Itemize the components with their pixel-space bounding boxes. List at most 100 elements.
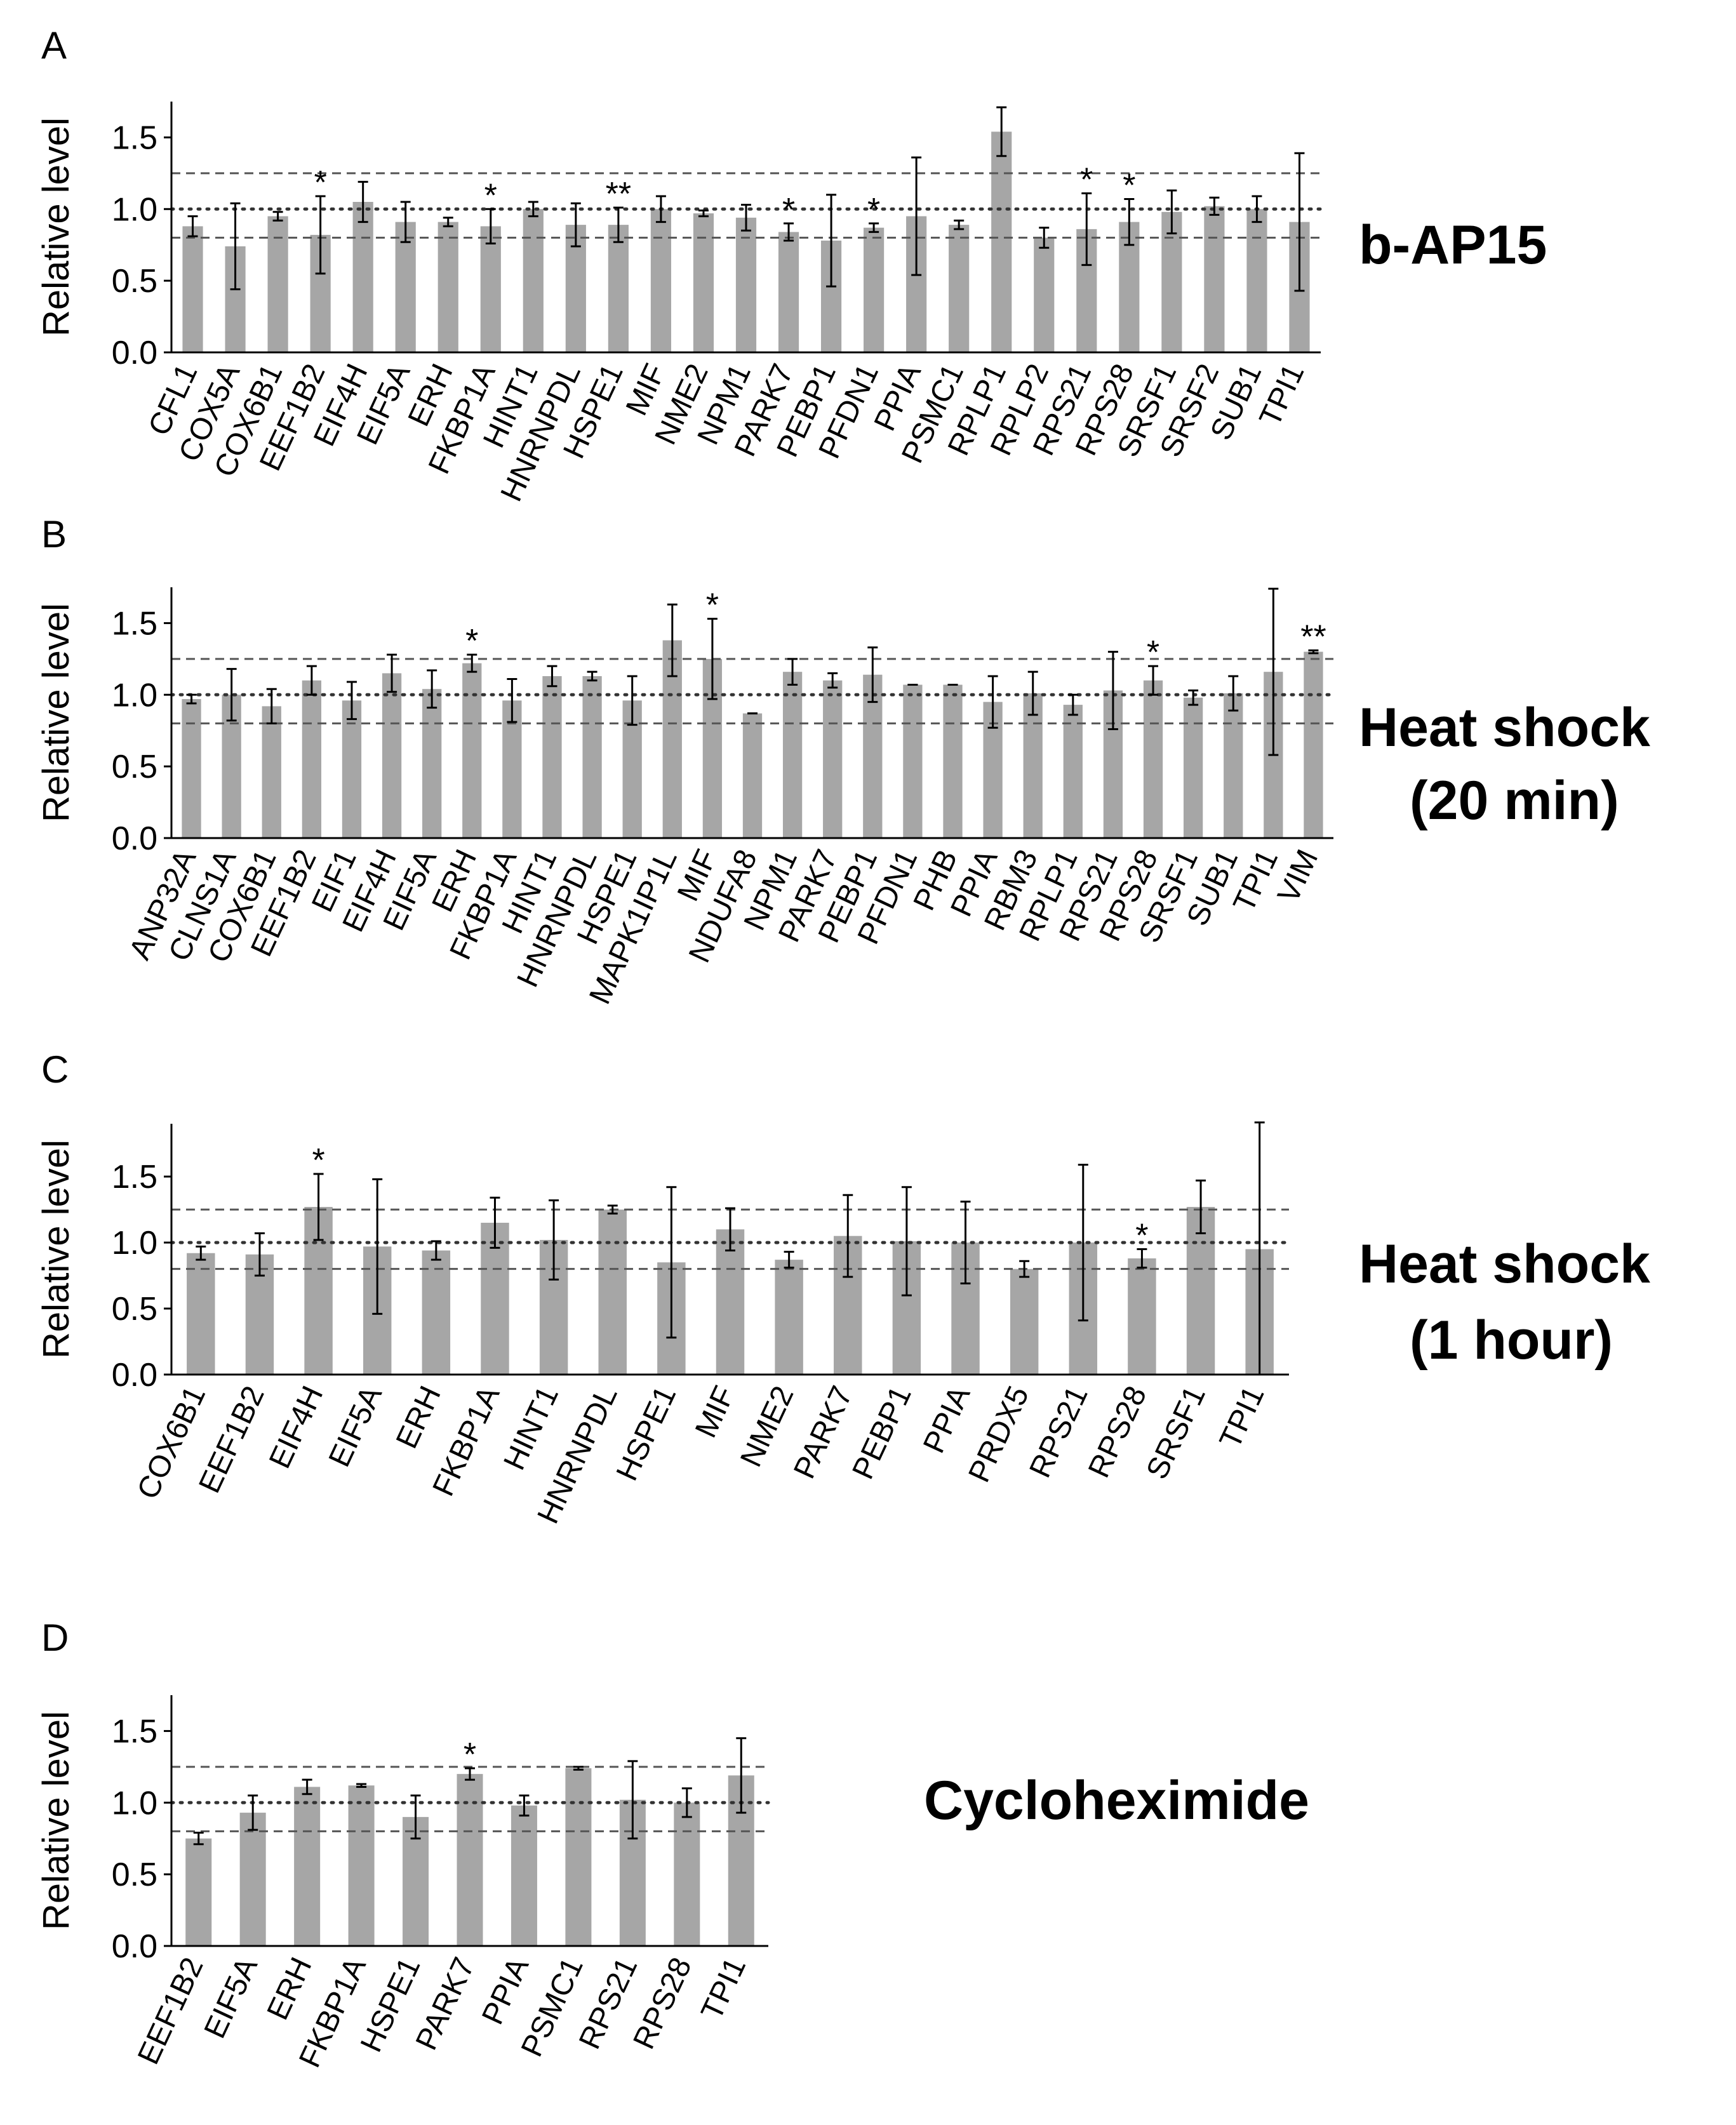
y-tick-label: 0.5 [112, 1291, 157, 1328]
condition-label: (1 hour) [1410, 1310, 1613, 1371]
y-tick-label: 0.0 [112, 335, 157, 371]
bar-NME2 [693, 213, 714, 352]
y-tick-label: 1.5 [112, 605, 157, 642]
significance-marker: ** [606, 176, 631, 213]
bar-RPS28 [1128, 1258, 1156, 1375]
bar-ERH [437, 222, 458, 352]
y-axis-label: Relative level [36, 603, 77, 822]
bar-VIM [1304, 651, 1323, 838]
bar-EIF5A [395, 222, 416, 352]
condition-label: Heat shock [1359, 1234, 1650, 1295]
condition-label: Heat shock [1359, 697, 1650, 758]
bar-EIF4H [352, 202, 373, 352]
condition-label: Cycloheximide [924, 1770, 1309, 1831]
significance-marker: * [314, 164, 327, 201]
significance-marker: * [782, 192, 795, 229]
category-label: EIF5A [323, 1381, 389, 1472]
bar-NPM1 [782, 672, 803, 838]
significance-marker: * [312, 1142, 324, 1179]
bar-HSPE1 [608, 225, 629, 352]
bar-PARK7 [823, 680, 843, 838]
category-label: TPI1 [1213, 1381, 1271, 1453]
bar-PPIA [511, 1805, 537, 1946]
bar-PHB [943, 684, 963, 838]
bar-EEF1B2 [302, 680, 322, 838]
y-tick-label: 1.0 [112, 191, 157, 228]
category-label: TPI1 [695, 1952, 752, 2025]
bar-HNRNPDL [598, 1209, 627, 1375]
bar-RPLP1 [991, 131, 1012, 352]
category-label: ERH [261, 1952, 319, 2025]
category-label: NME2 [734, 1381, 800, 1472]
bar-RPS28 [1143, 680, 1163, 838]
bar-EIF4H [382, 673, 402, 838]
bar-COX6B1 [187, 1253, 215, 1375]
bar-RPLP2 [1034, 237, 1055, 352]
bar-SRSF2 [1204, 206, 1225, 352]
bar-COX6B1 [262, 706, 281, 838]
category-label: EIF4H [263, 1381, 330, 1474]
y-tick-label: 0.5 [112, 263, 157, 300]
bar-EIF1 [342, 700, 362, 838]
panel-letter: C [41, 1048, 69, 1091]
significance-marker: * [1123, 167, 1135, 204]
bar-PRDX5 [1010, 1269, 1039, 1375]
y-tick-label: 1.0 [112, 1225, 157, 1262]
bar-PARK7 [778, 232, 799, 352]
category-label: EEF1B2 [131, 1952, 210, 2069]
category-label: MIF [689, 1381, 742, 1442]
bar-PFDN1 [864, 227, 885, 352]
bar-MIF [716, 1229, 745, 1375]
condition-label: (20 min) [1410, 770, 1619, 831]
panel-letter: A [41, 24, 67, 67]
y-axis-label: Relative level [36, 117, 77, 336]
bar-FKBP1A [480, 226, 501, 352]
panel-letter: D [41, 1616, 69, 1659]
significance-marker: * [465, 623, 478, 660]
bar-HNRNPDL [582, 676, 602, 838]
condition-label: b-AP15 [1359, 215, 1547, 276]
bar-PSMC1 [949, 225, 970, 352]
bar-SRSF1 [1183, 697, 1203, 838]
bar-SRSF1 [1186, 1206, 1215, 1375]
significance-marker: * [484, 177, 497, 214]
bar-ERH [294, 1787, 321, 1946]
bar-NDUFA8 [742, 713, 763, 838]
bar-SUB1 [1246, 209, 1267, 352]
significance-marker: * [1135, 1218, 1148, 1255]
bar-PARK7 [457, 1774, 483, 1946]
bar-NME2 [775, 1260, 803, 1375]
bar-CFL1 [182, 226, 203, 352]
bar-ERH [462, 663, 482, 838]
bar-RPLP1 [1063, 705, 1083, 838]
bar-RBM3 [1023, 693, 1043, 838]
bar-PFDN1 [903, 684, 923, 838]
bar-HINT1 [542, 676, 562, 838]
significance-marker: * [1080, 161, 1093, 198]
bar-SUB1 [1224, 693, 1243, 838]
bar-COX6B1 [267, 216, 288, 352]
bar-FKBP1A [348, 1785, 375, 1946]
y-axis-label: Relative level [36, 1140, 77, 1359]
bar-NPM1 [735, 217, 757, 352]
significance-marker: * [706, 587, 719, 624]
y-tick-label: 0.5 [112, 1856, 157, 1893]
panel-letter: B [41, 513, 67, 556]
bar-EIF5A [239, 1813, 266, 1946]
bar-EIF5A [422, 689, 442, 838]
bar-ERH [422, 1250, 451, 1375]
category-label: HINT1 [497, 1381, 565, 1475]
significance-marker: ** [1300, 618, 1326, 655]
y-tick-label: 1.5 [112, 1159, 157, 1196]
significance-marker: * [1147, 634, 1159, 671]
bar-SRSF1 [1161, 211, 1182, 352]
y-tick-label: 0.5 [112, 749, 157, 785]
category-label: PPIA [917, 1381, 977, 1458]
y-axis-label: Relative level [36, 1711, 77, 1930]
y-tick-label: 1.5 [112, 119, 157, 156]
